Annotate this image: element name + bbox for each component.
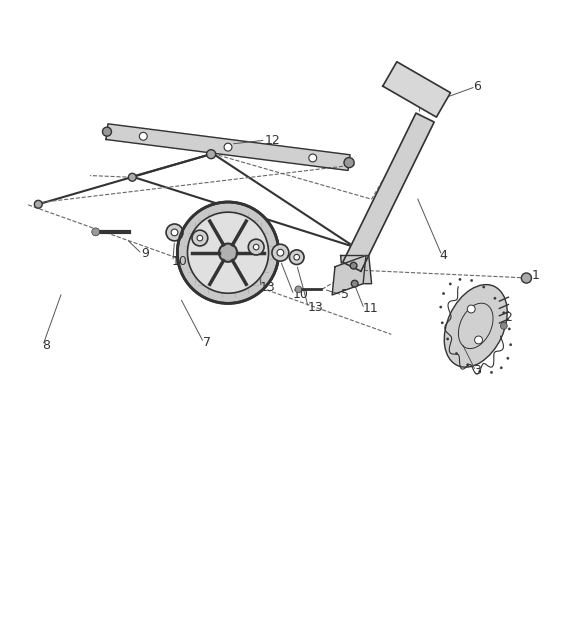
Circle shape: [455, 352, 458, 355]
Polygon shape: [332, 255, 366, 295]
Circle shape: [192, 230, 208, 246]
Text: 13: 13: [260, 281, 276, 294]
Circle shape: [475, 336, 482, 344]
Circle shape: [500, 366, 502, 369]
Circle shape: [187, 212, 269, 293]
Circle shape: [253, 244, 259, 250]
Circle shape: [248, 239, 264, 255]
Circle shape: [351, 281, 358, 287]
Circle shape: [128, 173, 136, 181]
Circle shape: [467, 305, 475, 313]
Circle shape: [350, 262, 357, 269]
Text: 11: 11: [363, 302, 379, 316]
Circle shape: [171, 229, 178, 236]
Circle shape: [508, 328, 511, 330]
Circle shape: [490, 371, 493, 373]
Circle shape: [102, 127, 111, 136]
Ellipse shape: [444, 285, 507, 367]
Circle shape: [467, 363, 469, 366]
Text: 5: 5: [341, 289, 348, 302]
Text: 12: 12: [265, 133, 280, 146]
Circle shape: [197, 235, 203, 241]
Circle shape: [459, 278, 461, 281]
Circle shape: [482, 286, 485, 288]
Circle shape: [446, 338, 449, 340]
Polygon shape: [106, 124, 350, 171]
Polygon shape: [341, 255, 372, 284]
Circle shape: [207, 150, 216, 159]
Circle shape: [34, 200, 42, 208]
Polygon shape: [383, 62, 450, 117]
Circle shape: [441, 322, 443, 324]
Circle shape: [471, 279, 473, 282]
Circle shape: [443, 292, 445, 295]
Circle shape: [289, 250, 304, 265]
Circle shape: [521, 273, 531, 283]
Circle shape: [294, 255, 300, 260]
Circle shape: [277, 249, 284, 256]
Circle shape: [92, 228, 100, 236]
Text: 8: 8: [42, 339, 50, 352]
Circle shape: [219, 243, 237, 262]
Circle shape: [494, 297, 496, 299]
Circle shape: [309, 154, 316, 162]
Text: 10: 10: [172, 255, 187, 268]
Text: 9: 9: [141, 247, 149, 260]
Circle shape: [501, 323, 507, 329]
Text: 2: 2: [504, 311, 512, 324]
Text: 6: 6: [473, 80, 481, 93]
Text: 13: 13: [200, 265, 216, 277]
Circle shape: [440, 306, 442, 308]
Circle shape: [177, 202, 279, 303]
Text: 7: 7: [203, 336, 211, 349]
Circle shape: [140, 132, 148, 140]
Circle shape: [479, 370, 481, 373]
Text: 13: 13: [308, 302, 324, 315]
Text: 3: 3: [473, 365, 481, 378]
Circle shape: [449, 283, 452, 285]
Circle shape: [272, 244, 289, 261]
Text: 1: 1: [532, 269, 540, 282]
Circle shape: [510, 344, 512, 346]
Text: 10: 10: [293, 289, 309, 302]
Circle shape: [507, 357, 509, 359]
Circle shape: [166, 224, 183, 241]
Circle shape: [224, 143, 232, 151]
Circle shape: [503, 311, 505, 314]
Circle shape: [344, 158, 354, 167]
Circle shape: [295, 286, 302, 293]
Polygon shape: [343, 113, 434, 271]
Text: 4: 4: [439, 249, 447, 262]
